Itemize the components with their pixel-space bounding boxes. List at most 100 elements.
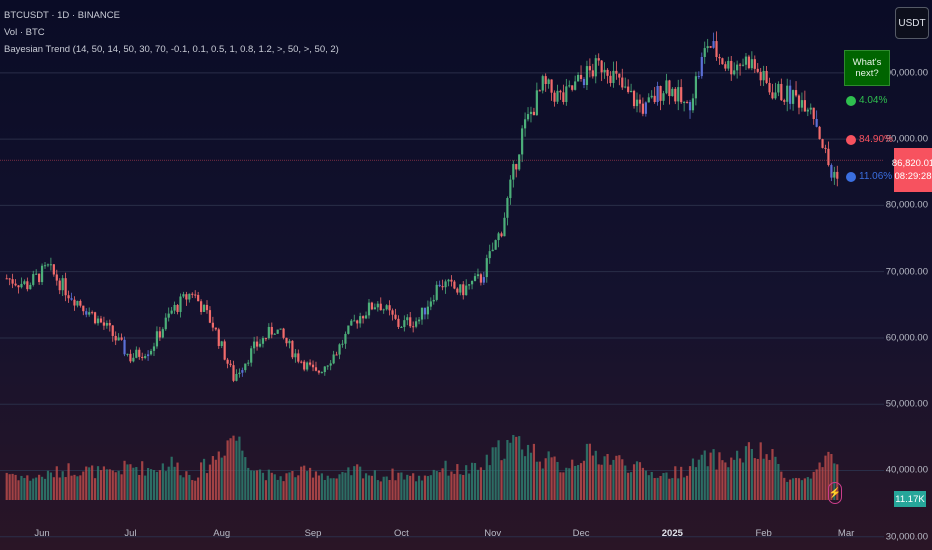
candle-body [783, 100, 786, 102]
candle-body [379, 303, 382, 311]
volume-bar [270, 472, 273, 500]
candle-body [247, 362, 250, 364]
volume-bar [488, 465, 491, 500]
volume-bar [311, 477, 315, 500]
candle-body [194, 294, 197, 296]
candle-body [329, 363, 332, 366]
candle-body [344, 333, 347, 344]
candle-body [314, 367, 318, 371]
time-tick-label: Jul [124, 528, 137, 539]
volume-bar [712, 449, 715, 500]
volume-bar [267, 469, 270, 500]
volume-bar [521, 449, 524, 500]
volume-bar [503, 458, 506, 500]
volume-bar [786, 481, 789, 500]
candle-body [582, 78, 586, 86]
volume-bar [23, 478, 26, 500]
volume-bar [223, 455, 226, 500]
candle-body [521, 128, 524, 155]
candle-body [359, 316, 362, 324]
candle-body [585, 66, 589, 86]
volume-bar [526, 444, 530, 500]
candle-body [818, 126, 821, 140]
candle-body [538, 90, 541, 92]
candle-body [306, 362, 309, 370]
volume-bar [747, 442, 751, 500]
candle-body [79, 300, 82, 306]
candle-body [179, 296, 182, 312]
volume-bar [388, 480, 391, 500]
candle-body [641, 103, 644, 114]
volume-bar [821, 467, 824, 500]
candle-body [26, 281, 29, 290]
bar-countdown: 08:29:28 [894, 171, 932, 182]
price-tick-label: 80,000.00 [885, 199, 928, 211]
candle-body [597, 58, 600, 61]
volume-bar [700, 454, 703, 500]
volume-bar [99, 470, 103, 500]
volume-bar [314, 471, 318, 500]
candle-body [500, 233, 503, 237]
volume-bar [202, 458, 206, 500]
candle-body [503, 217, 506, 237]
volume-bar [264, 480, 268, 500]
candle-body [762, 70, 765, 81]
candle-body [618, 73, 621, 78]
candle-body [200, 301, 203, 312]
currency-button[interactable]: USDT [895, 7, 929, 39]
candle-body [105, 322, 108, 326]
candle-body [361, 316, 365, 319]
volume-bar [550, 457, 553, 500]
volume-bar [727, 467, 730, 500]
candle-body [135, 349, 138, 358]
candle-body [691, 98, 695, 111]
price-axis[interactable]: 100,000.00 90,000.00 80,000.00 70,000.00 60,… [880, 0, 932, 550]
candle-body [93, 312, 97, 324]
whats-next-label: What's next? [844, 50, 890, 86]
price-chart[interactable] [0, 0, 884, 550]
candle-body [444, 281, 447, 288]
candle-body [17, 285, 20, 288]
volume-bar [58, 477, 61, 500]
candle-body [627, 86, 630, 93]
candle-body [635, 99, 639, 107]
volume-bar [229, 438, 232, 500]
volume-bar [141, 461, 144, 500]
candle-body [479, 274, 483, 283]
candle-body [55, 274, 58, 281]
volume-bar [571, 459, 574, 500]
candle-body [559, 90, 562, 93]
volume-bar [320, 473, 323, 500]
volume-bar [697, 459, 700, 500]
candle-body [800, 100, 804, 108]
volume-bar [38, 474, 41, 500]
candle-body [647, 97, 650, 103]
volume-bar [32, 478, 35, 500]
lightning-icon[interactable]: ⚡ [828, 482, 842, 504]
volume-bar [518, 436, 521, 500]
candle-body [400, 326, 403, 328]
price-tick-label: 90,000.00 [885, 133, 928, 145]
candle-body [468, 284, 471, 286]
candle-body [727, 60, 730, 69]
candle-body [102, 322, 106, 326]
candle-body [241, 370, 244, 373]
candle-body [226, 359, 229, 364]
volume-bar [497, 440, 500, 500]
volume-bar [715, 469, 718, 500]
candle-body [674, 88, 677, 102]
candle-body [794, 90, 798, 96]
candle-body [382, 309, 385, 311]
volume-bar [370, 475, 374, 500]
candle-body [267, 326, 270, 339]
candle-body [815, 118, 818, 127]
candle-body [356, 320, 359, 324]
candle-body [409, 317, 412, 327]
candle-body [353, 320, 356, 322]
candle-body [250, 348, 253, 363]
candle-body [659, 85, 662, 101]
volume-bar [603, 456, 606, 500]
candle-body [161, 329, 164, 338]
candle-body [146, 354, 150, 357]
volume-bar [812, 471, 815, 500]
